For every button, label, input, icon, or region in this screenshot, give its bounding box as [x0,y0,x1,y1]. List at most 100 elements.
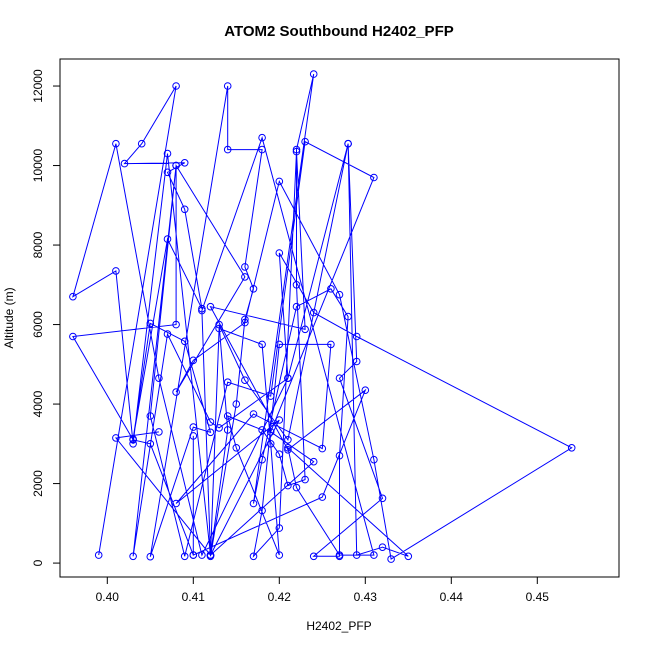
data-point [301,137,309,146]
data-point [284,374,292,383]
data-point [155,428,163,436]
data-point [112,434,120,442]
data-point [309,308,318,317]
data-point [327,340,335,349]
data-point [370,551,378,559]
y-tick-label: 0 [31,559,45,566]
data-point [275,249,284,257]
data-point [284,444,292,452]
data-point [284,446,292,454]
data-point [258,145,266,154]
data-point [241,273,249,281]
data-point [241,263,249,271]
x-tick-label: 0.41 [182,590,206,604]
data-point [198,306,206,315]
data-point [309,457,318,466]
data-point [249,552,258,561]
data-point [344,312,352,321]
data-point [172,82,180,90]
data-point [172,388,180,396]
data-point [120,159,129,168]
data-point [361,386,370,395]
data-point [378,543,387,552]
data-point [180,159,189,167]
data-point [129,440,137,448]
data-point [301,475,309,484]
data-point [198,304,206,313]
x-axis-label: H2402_PFP [306,619,371,633]
data-point [232,400,241,408]
data-point [258,340,266,349]
data-point [163,330,172,338]
data-point [335,290,344,299]
data-point [335,451,344,460]
data-point [378,494,387,503]
data-point [258,506,266,515]
data-point [172,320,180,329]
data-point [69,292,77,301]
data-point [352,551,361,559]
data-point [146,440,155,448]
data-point [189,551,198,559]
data-point [215,424,223,432]
x-tick-label: 0.45 [526,590,550,604]
data-point [387,555,395,563]
data-point [266,392,275,400]
y-tick-label: 2000 [31,470,45,497]
data-point [206,302,215,311]
data-point [249,410,258,418]
x-axis: 0.40 0.41 0.42 0.43 0.44 0.45 [96,576,550,604]
data-point [198,551,206,559]
data-point [163,235,172,243]
data-point [567,444,576,452]
data-point [292,281,301,289]
series-lines [72,73,573,560]
data-point [292,145,301,154]
data-point [137,139,146,148]
y-tick-label: 8000 [31,231,45,258]
data-point [112,267,120,275]
data-point [284,481,292,490]
data-point [223,412,232,420]
data-point [94,551,103,559]
y-axis-label: Altitude (m) [2,287,16,348]
data-point [249,285,258,293]
data-point [275,450,284,459]
data-point [146,319,155,328]
data-point [284,436,292,444]
data-point [146,412,155,420]
data-point [189,356,198,365]
data-point [266,428,275,436]
data-point [292,302,301,311]
data-point [335,374,344,383]
data-point [155,374,163,383]
data-point [223,82,232,90]
data-point [69,332,77,341]
data-point [327,285,335,293]
data-point [180,337,189,346]
data-point [335,551,344,559]
data-point [241,376,249,385]
data-point [215,320,223,329]
data-point [292,483,301,492]
y-tick-label: 12000 [31,69,45,103]
data-point [189,432,198,440]
data-point [370,173,378,182]
data-point [258,426,266,434]
y-tick-label: 6000 [31,311,45,338]
data-point [223,426,232,434]
data-point [318,493,327,501]
data-point [352,357,361,366]
data-point [344,139,352,148]
data-point [129,436,137,444]
data-point [163,168,172,177]
data-point [318,444,327,453]
data-point [206,428,215,437]
data-point [112,139,120,148]
series-points [69,70,576,563]
chart-title: ATOM2 Southbound H2402_PFP [224,23,453,40]
x-tick-label: 0.42 [268,590,292,604]
data-point [258,133,266,142]
